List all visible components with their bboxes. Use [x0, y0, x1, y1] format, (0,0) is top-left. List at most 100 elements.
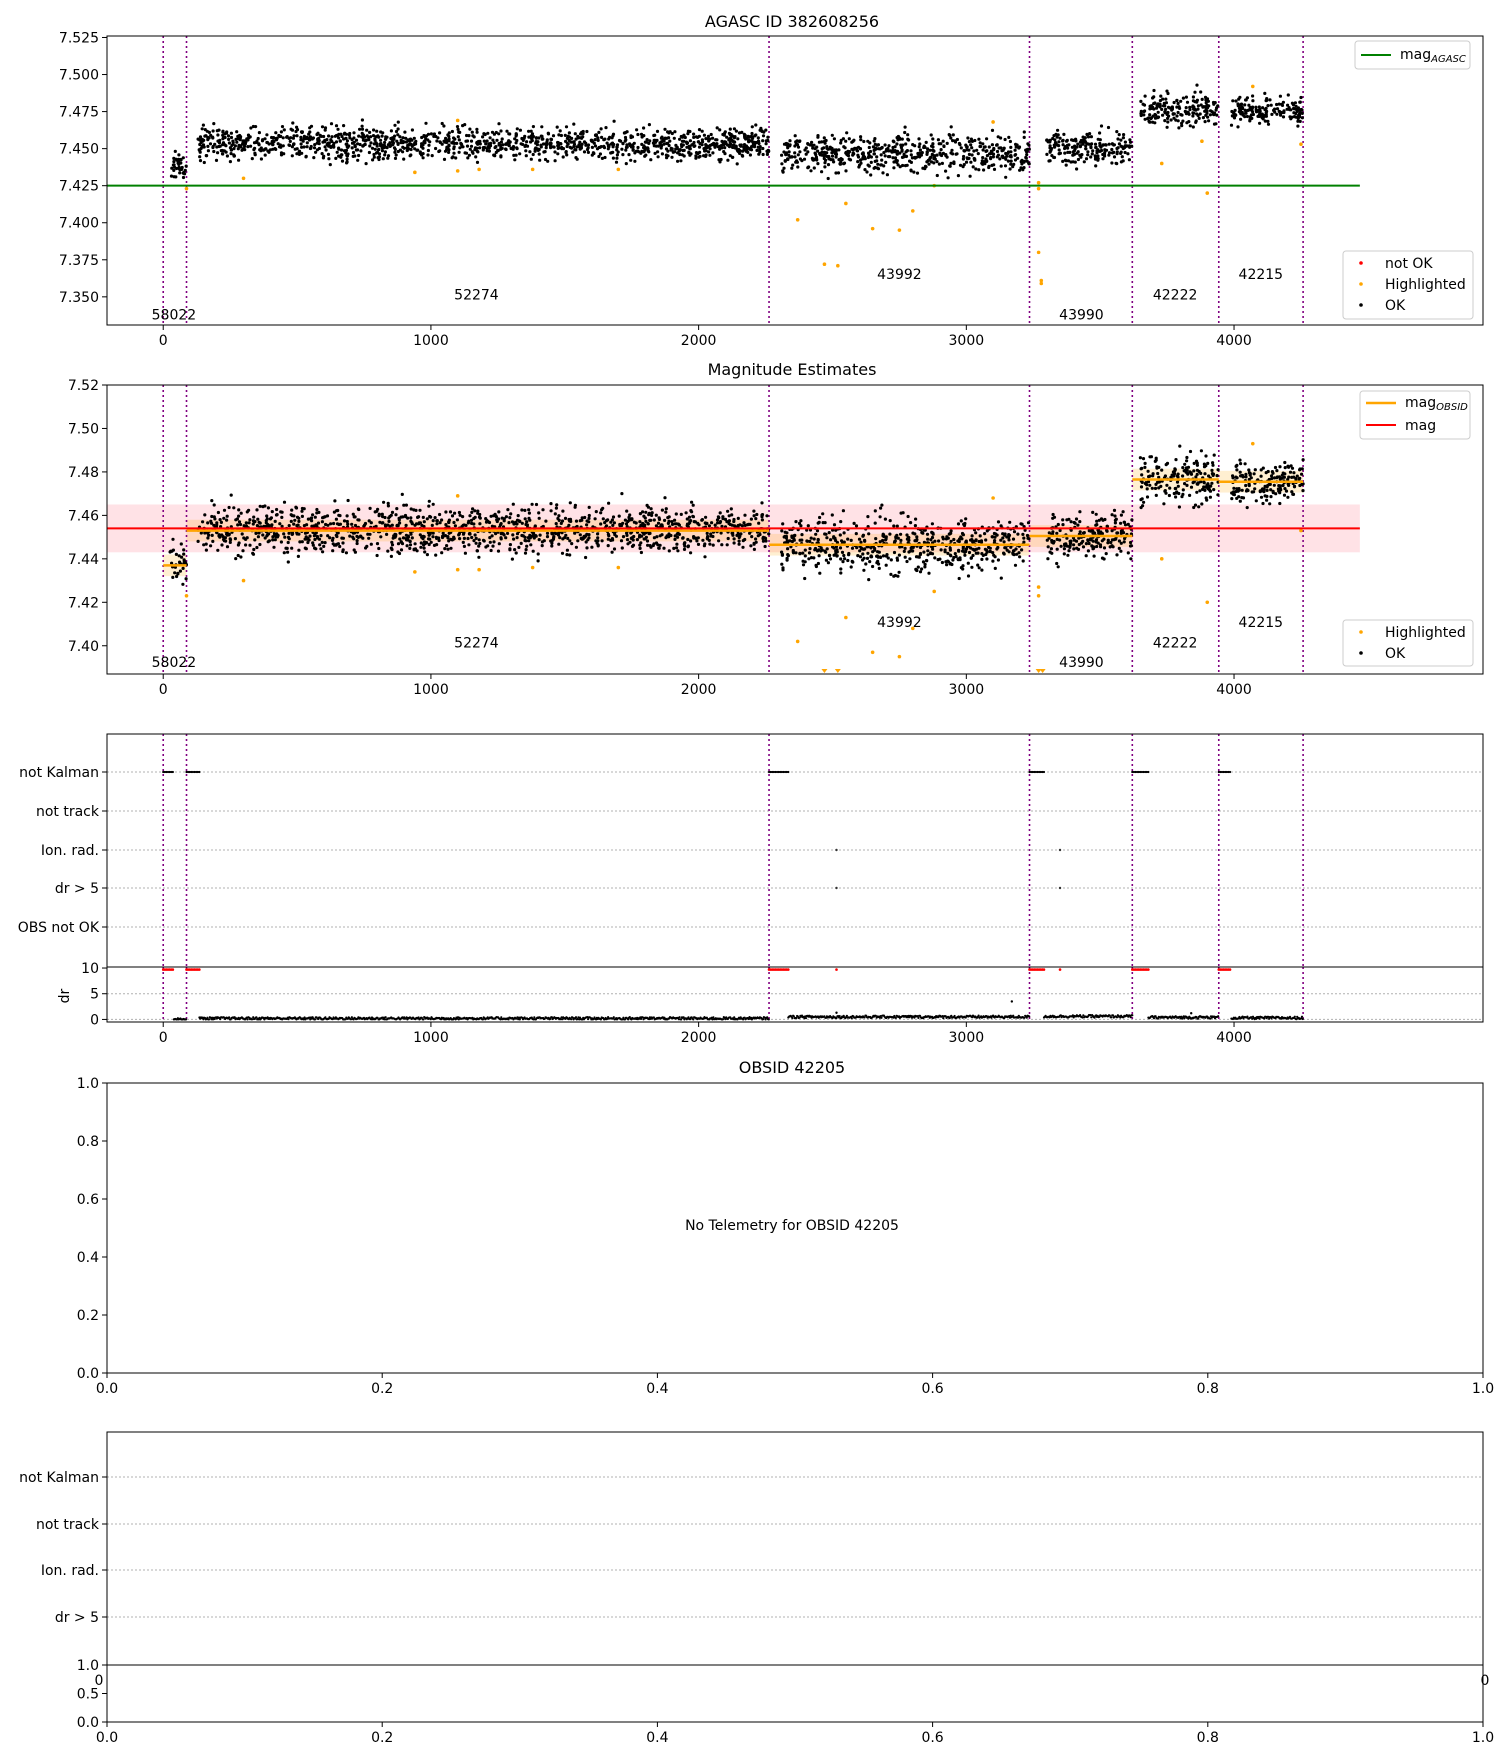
- ok-point: [670, 155, 674, 159]
- ok-point: [236, 553, 240, 558]
- ok-point: [939, 548, 943, 552]
- ok-point: [1048, 150, 1052, 154]
- ok-point: [1192, 505, 1196, 510]
- ok-point: [688, 139, 693, 143]
- ok-point: [209, 544, 213, 548]
- ok-point: [974, 531, 978, 535]
- ok-point: [676, 549, 680, 553]
- ok-point: [601, 517, 605, 521]
- ok-point: [760, 518, 765, 522]
- ok-point: [1254, 105, 1258, 109]
- ok-point: [798, 150, 802, 154]
- ok-point: [297, 548, 301, 552]
- ok-point: [1106, 541, 1110, 545]
- ok-point: [618, 522, 622, 527]
- ok-point: [394, 129, 399, 134]
- ok-point: [198, 150, 202, 154]
- ok-point: [951, 133, 955, 137]
- ok-point: [787, 150, 791, 154]
- ok-point: [1005, 548, 1009, 552]
- ok-point: [1247, 483, 1251, 488]
- ok-point: [1084, 140, 1088, 144]
- ok-point: [985, 149, 989, 153]
- ok-point: [938, 151, 942, 155]
- ok-point: [652, 133, 656, 138]
- ok-point: [212, 122, 216, 126]
- ok-point: [929, 538, 933, 542]
- ok-point: [1113, 521, 1117, 525]
- obsid-label: 42222: [1153, 288, 1198, 304]
- ok-point: [582, 150, 587, 154]
- ok-point: [327, 134, 331, 138]
- ok-point: [484, 545, 488, 549]
- ok-point: [217, 128, 221, 132]
- ok-point: [413, 523, 417, 527]
- ok-point: [421, 152, 425, 156]
- ok-point: [952, 555, 956, 560]
- ok-point: [754, 517, 758, 521]
- ok-point: [961, 157, 966, 161]
- ok-point: [314, 150, 318, 154]
- ok-point: [785, 531, 789, 535]
- ok-point: [445, 544, 449, 548]
- ok-point: [788, 143, 792, 147]
- ok-point: [328, 163, 332, 167]
- ok-point: [733, 146, 737, 150]
- ok-point: [1277, 109, 1281, 113]
- ok-point: [1211, 463, 1215, 467]
- ok-point: [900, 149, 904, 153]
- ok-point: [763, 536, 768, 541]
- ok-point: [907, 536, 911, 540]
- ok-point: [630, 544, 635, 549]
- ok-point: [903, 125, 907, 129]
- ok-point: [834, 551, 838, 555]
- ok-point: [322, 154, 326, 158]
- ok-point: [955, 152, 959, 156]
- ok-point: [1055, 537, 1059, 542]
- ok-point: [390, 523, 394, 527]
- ok-point: [258, 542, 262, 547]
- y-tick-label: 7.500: [59, 68, 99, 84]
- ok-point: [446, 536, 450, 540]
- ok-point: [473, 509, 477, 513]
- ok-point: [1149, 104, 1153, 108]
- ok-point: [984, 538, 988, 542]
- ok-point: [1178, 444, 1182, 448]
- ok-point: [1200, 97, 1204, 101]
- ok-point: [1234, 99, 1238, 103]
- ok-point: [877, 562, 881, 566]
- ok-point: [221, 141, 226, 145]
- ok-point: [300, 130, 304, 134]
- ok-point: [177, 554, 181, 558]
- ok-point: [656, 144, 661, 148]
- ok-point: [877, 566, 881, 571]
- ok-point: [985, 154, 990, 158]
- ok-point: [1091, 149, 1095, 153]
- ok-point: [674, 143, 678, 147]
- ok-point: [959, 146, 963, 150]
- ok-point: [444, 510, 448, 514]
- ok-point: [1160, 468, 1164, 472]
- ok-point: [1174, 118, 1178, 122]
- ok-point: [598, 152, 603, 156]
- ok-point: [1243, 462, 1247, 466]
- ok-point: [198, 159, 203, 163]
- ok-point: [1089, 537, 1093, 541]
- ok-point: [792, 537, 796, 541]
- ok-point: [212, 149, 216, 154]
- ok-point: [433, 516, 437, 520]
- ok-point: [698, 141, 702, 146]
- ok-point: [1076, 157, 1080, 162]
- ok-point: [800, 533, 804, 537]
- ok-point: [832, 160, 836, 164]
- ok-point: [472, 135, 476, 139]
- ok-point: [1231, 99, 1235, 103]
- ok-point: [1079, 155, 1083, 159]
- ok-point: [174, 552, 178, 557]
- ok-point: [1258, 112, 1262, 117]
- ok-point: [705, 531, 709, 536]
- ok-point: [609, 538, 613, 543]
- ok-point: [640, 142, 644, 146]
- ok-point: [508, 132, 512, 136]
- ok-point: [553, 150, 557, 154]
